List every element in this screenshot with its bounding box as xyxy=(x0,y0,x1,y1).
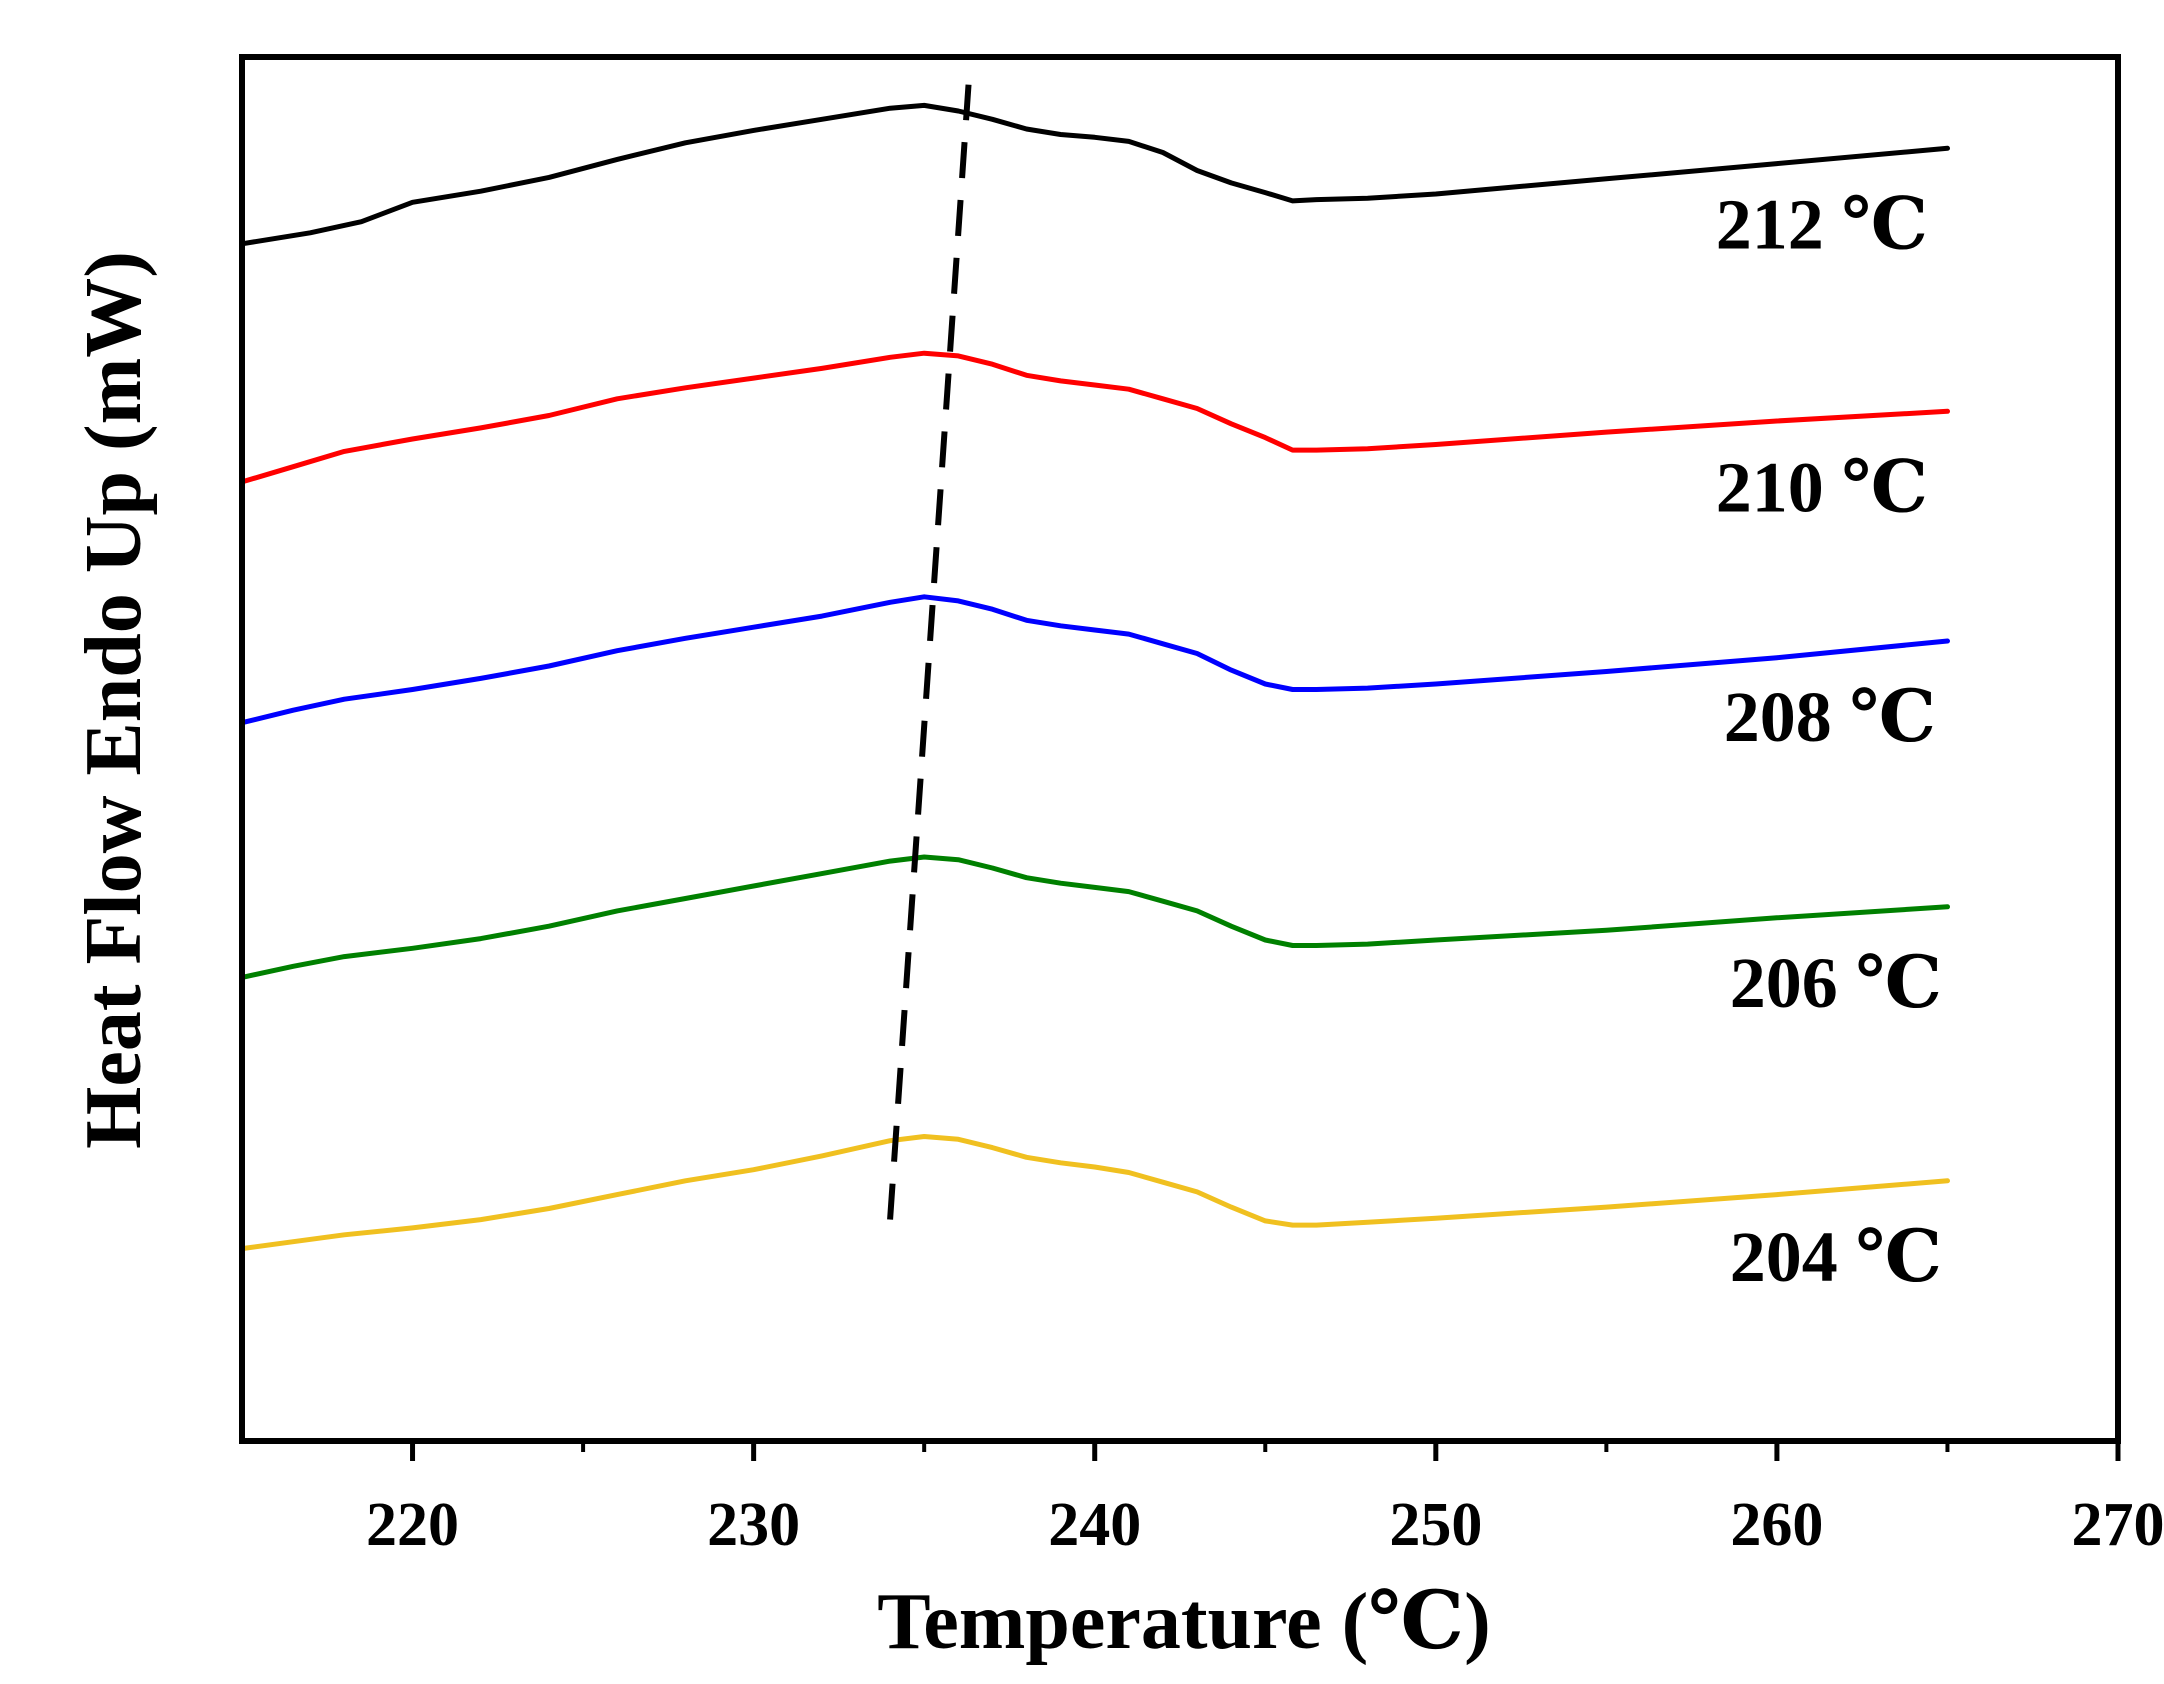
series-label-0: 212 ℃ xyxy=(1716,184,1928,264)
x-axis-ticks xyxy=(410,1441,2121,1461)
x-axis-tick-labels: 220 230 240 250 260 270 xyxy=(366,1491,2164,1559)
x-tick-label-260: 260 xyxy=(1730,1491,1823,1559)
x-tick-label-270: 270 xyxy=(2072,1491,2164,1559)
series-label-4: 204 ℃ xyxy=(1730,1217,1942,1297)
series-line-0 xyxy=(239,102,1950,247)
series-label-3: 206 ℃ xyxy=(1730,943,1942,1023)
x-tick-label-220: 220 xyxy=(366,1491,459,1559)
series-line-3 xyxy=(239,854,1950,980)
x-tick-label-230: 230 xyxy=(707,1491,800,1559)
x-axis-title: Temperature (℃) xyxy=(877,1578,1491,1666)
series-line-1 xyxy=(239,350,1950,485)
series-line-4 xyxy=(239,1134,1950,1252)
peak-shift-dashed-line xyxy=(887,84,972,1220)
series-labels: 212 ℃ 210 ℃ 208 ℃ 206 ℃ 204 ℃ xyxy=(1716,184,1942,1296)
series-label-1: 210 ℃ xyxy=(1716,447,1928,527)
series-line-2 xyxy=(239,594,1950,726)
plot-frame xyxy=(239,54,2121,1444)
series-label-2: 208 ℃ xyxy=(1724,677,1936,757)
x-tick-label-240: 240 xyxy=(1048,1491,1141,1559)
x-tick-label-250: 250 xyxy=(1389,1491,1482,1559)
y-axis-title: Heat Flow Endo Up (mW) xyxy=(70,251,158,1149)
plot-area xyxy=(239,84,1950,1252)
